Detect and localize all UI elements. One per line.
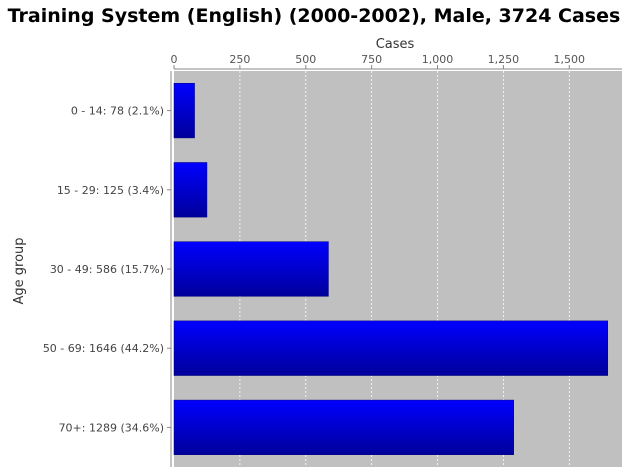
bar: [173, 399, 514, 455]
bar: [173, 83, 195, 139]
bar: [173, 320, 609, 376]
x-tick-label: 1,250: [488, 53, 520, 66]
y-axis-categories: 0 - 14: 78 (2.1%) 15 - 29: 125 (3.4%) 30 -…: [43, 105, 171, 434]
bars: [173, 83, 609, 455]
x-tick-label: 1,000: [422, 53, 454, 66]
x-axis-ticks: 0 250 500 750 1,000 1,250 1,500: [171, 53, 586, 69]
y-category-label: 70+: 1289 (34.6%): [59, 421, 164, 434]
x-tick-label: 1,500: [554, 53, 586, 66]
bar: [173, 162, 208, 218]
y-category-label: 0 - 14: 78 (2.1%): [71, 105, 164, 118]
x-tick-label: 250: [229, 53, 250, 66]
y-category-label: 50 - 69: 1646 (44.2%): [43, 342, 164, 355]
x-tick-label: 0: [171, 53, 178, 66]
chart-title: Training System (English) (2000-2002), M…: [8, 5, 621, 27]
bar: [173, 241, 329, 297]
x-axis-label: Cases: [376, 37, 415, 52]
x-tick-label: 750: [361, 53, 382, 66]
y-category-label: 30 - 49: 586 (15.7%): [50, 263, 164, 276]
x-tick-label: 500: [295, 53, 316, 66]
y-category-label: 15 - 29: 125 (3.4%): [57, 184, 164, 197]
y-axis-label: Age group: [12, 237, 27, 304]
